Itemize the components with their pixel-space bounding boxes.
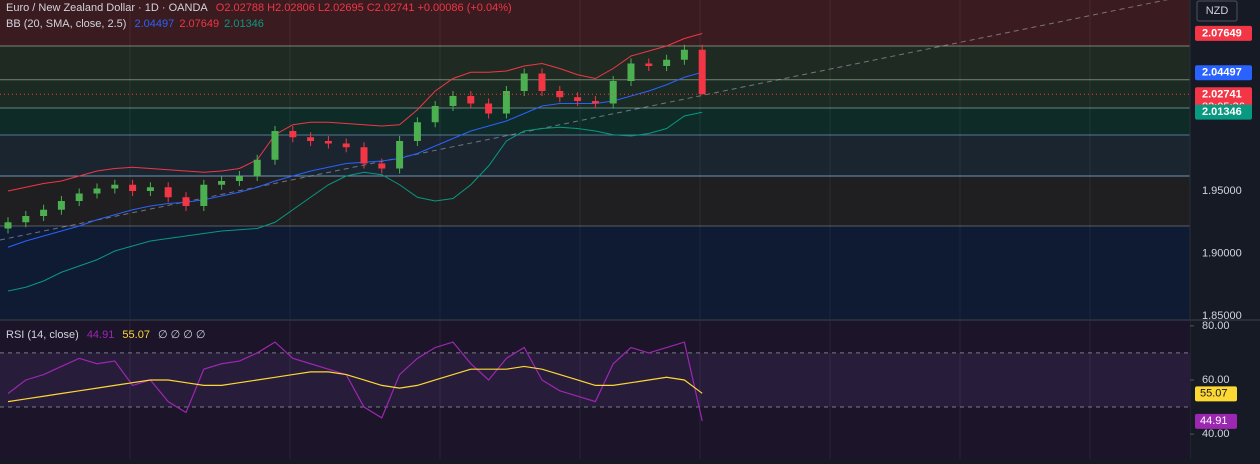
candle-body <box>93 188 101 194</box>
candle-body <box>378 163 386 169</box>
rsi-tag-label: 44.91 <box>1200 415 1228 427</box>
candle-body <box>129 184 137 191</box>
bb-upper: 2.07649 <box>179 18 220 30</box>
rsi-tag <box>1195 386 1237 402</box>
candle-body <box>663 59 671 66</box>
rsi-tag <box>1195 413 1237 429</box>
candle-body <box>164 187 172 198</box>
y-tick-label: 80.00 <box>1202 320 1230 332</box>
rsi-line <box>7 341 703 421</box>
zone <box>0 135 1190 176</box>
zone <box>0 226 1190 319</box>
candle-body <box>556 91 564 98</box>
currency: NZD <box>1206 5 1229 17</box>
rsi-value: 44.91 <box>86 329 115 341</box>
rsi-bg <box>0 321 1190 459</box>
ohlc: O2.02788 H2.02806 L2.02695 C2.02741 +0.00086… <box>216 2 515 14</box>
candle-body <box>520 73 528 91</box>
candle-body <box>271 131 279 160</box>
candle-body <box>680 49 688 60</box>
candle-body <box>40 209 48 216</box>
candle-body <box>698 49 706 95</box>
price-tag-label: 2.01346 <box>1202 106 1242 118</box>
symbol[interactable]: Euro / New Zealand Dollar · 1D · OANDA <box>6 2 208 14</box>
zone <box>0 176 1190 226</box>
candle-body <box>146 187 154 191</box>
candle-body <box>324 141 332 144</box>
y-tick-label: 1.90000 <box>1202 247 1242 259</box>
candle-body <box>4 222 12 229</box>
candle-body <box>538 73 546 91</box>
candle-body <box>218 181 226 185</box>
ohlc-value: +0.00086 (+0.04%) <box>417 2 512 14</box>
y-tick-label: 1.95000 <box>1202 185 1242 197</box>
candle-body <box>253 159 261 176</box>
candle-body <box>235 176 243 181</box>
currency-box <box>1196 0 1238 22</box>
candle-body <box>502 91 510 114</box>
candle-body <box>467 96 475 104</box>
candle-body <box>342 143 350 148</box>
y-tick-label: 60.00 <box>1202 374 1230 386</box>
bb-lower: 2.01346 <box>224 18 264 30</box>
rsi-ma-value: 55.07 <box>122 329 150 341</box>
price-tag <box>1195 104 1252 120</box>
price-tag-label: 2.07649 <box>1202 27 1242 39</box>
price-tag <box>1195 65 1252 81</box>
candle-body <box>591 101 599 104</box>
candle-body <box>396 141 404 169</box>
ohlc-value: O2.02788 <box>215 2 265 14</box>
trendline <box>0 0 1169 241</box>
bb-line <box>7 111 703 292</box>
bb-title[interactable]: BB (20, SMA, close, 2.5) <box>6 18 127 30</box>
price-tag-label: 2.04497 <box>1202 67 1242 79</box>
candle-body <box>200 184 208 206</box>
candle-body <box>609 81 617 104</box>
rsi-legend: RSI (14, close) 44.91 55.07 ∅ ∅ ∅ ∅ <box>6 328 211 341</box>
candle-body <box>75 193 83 201</box>
candle-body <box>627 63 635 81</box>
ohlc-value: H2.02806 <box>267 2 315 14</box>
bb-line <box>7 33 703 192</box>
bb-basis: 2.04497 <box>134 18 175 30</box>
symbol-legend: Euro / New Zealand Dollar · 1D · OANDA O… <box>6 2 520 14</box>
candle-body <box>111 184 119 189</box>
candle-body <box>360 147 368 164</box>
rsi-title[interactable]: RSI (14, close) <box>6 329 79 341</box>
candle-body <box>182 197 190 206</box>
rsi-band <box>0 352 1190 408</box>
candle-body <box>485 103 493 114</box>
y-tick-label: 1.85000 <box>1202 310 1242 322</box>
rsi-line <box>7 365 703 403</box>
zone <box>0 46 1190 80</box>
candle-body <box>307 137 315 141</box>
bb-line <box>7 71 703 248</box>
bb-legend: BB (20, SMA, close, 2.5) 2.04497 2.07649… <box>6 18 269 30</box>
y-tick-label: 40.00 <box>1202 428 1230 440</box>
candle-body <box>289 131 297 138</box>
rsi-empty: ∅ ∅ ∅ ∅ <box>158 329 206 341</box>
candle-body <box>22 216 30 223</box>
rsi-tag-label: 55.07 <box>1200 388 1228 400</box>
price-tag <box>1195 25 1252 41</box>
candle-body <box>449 96 457 106</box>
candle-body <box>645 63 653 66</box>
candle-body <box>431 106 439 123</box>
zone <box>0 0 1190 46</box>
candle-body <box>57 201 65 210</box>
price-tag-label: 2.02741 <box>1202 89 1242 101</box>
candle-body <box>574 97 582 101</box>
candle-body <box>413 122 421 141</box>
ohlc-value: L2.02695 <box>317 2 364 14</box>
ohlc-value: C2.02741 <box>366 2 415 14</box>
